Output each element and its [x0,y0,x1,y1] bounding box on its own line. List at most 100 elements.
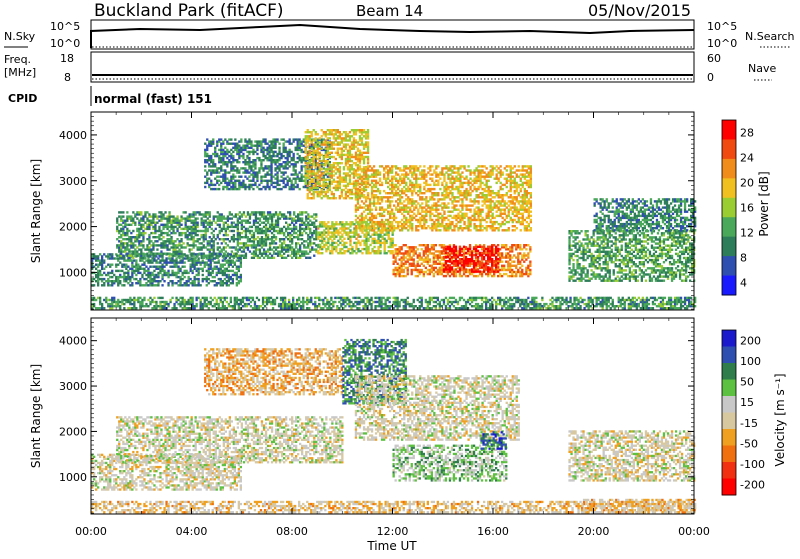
power-cell [210,142,213,145]
power-cell [146,225,149,229]
power-cell [238,156,241,160]
power-cell [208,252,211,255]
power-cell [197,296,200,300]
power-cell [346,298,349,302]
power-cell [274,213,278,216]
power-cell [232,187,235,191]
power-cell [202,246,205,249]
power-cell [171,284,174,287]
power-cell [264,225,268,229]
power-cell [198,242,201,245]
power-cell [385,227,388,230]
power-cell [238,146,241,149]
power-cell [272,213,276,216]
power-cell [633,305,636,308]
power-cell [111,298,114,302]
power-cell [314,159,317,162]
power-cell [256,142,259,145]
power-cell [334,188,337,192]
power-cell [505,296,508,300]
power-cell [307,244,310,247]
power-cell [424,298,427,302]
power-cell [192,227,195,231]
power-cell [286,154,289,158]
power-cell [561,296,564,300]
power-cell [379,229,382,232]
power-cell [162,242,165,245]
power-cell [99,302,102,306]
power-cell [310,186,313,190]
power-cell [192,254,195,257]
power-cell [264,231,268,235]
power-cell [446,300,450,304]
power-cell [293,231,296,235]
power-cell [135,259,138,262]
power-cell [242,248,246,251]
power-cell [209,261,212,264]
power-cell [304,151,307,154]
power-cell [324,131,327,134]
power-cell [651,296,655,300]
power-cell [227,261,230,264]
power-cell [227,302,230,306]
power-cell [543,302,546,306]
power-cell [184,221,187,224]
power-cell [288,305,291,308]
power-cell [377,229,380,232]
power-cell [266,254,270,257]
power-cell [329,227,332,230]
power-cell [384,302,387,306]
power-cell [139,267,142,270]
power-cell [163,259,166,262]
power-cell [336,180,339,183]
power-cell [142,217,145,220]
power-cell [210,254,213,257]
power-cell [180,223,183,226]
power-cell [330,129,333,132]
power-cell [254,217,258,220]
power-cell [519,305,522,308]
power-cell [204,175,207,178]
power-cell [133,305,136,308]
power-cell [236,150,239,154]
power-cell [210,238,213,241]
power-cell [219,277,222,281]
power-cell [278,165,281,168]
power-cell [271,298,275,302]
power-cell [288,187,291,191]
power-cell [270,156,273,160]
power-cell [220,227,223,231]
power-cell [139,307,142,310]
power-cell [134,248,137,251]
power-cell [248,179,251,182]
power-cell [247,302,251,306]
power-cell [305,219,308,222]
power-cell [120,236,123,239]
power-cell [289,223,292,226]
power-cell [326,170,329,173]
power-cell [326,153,329,157]
power-cell [179,284,182,287]
power-cell [363,229,366,232]
power-cell [226,225,229,229]
power-cell [291,221,294,224]
power-cell [222,163,225,166]
power-cell [111,257,114,260]
power-cell [355,233,358,236]
power-cell [314,305,317,308]
power-cell [304,166,307,169]
power-cell [210,252,213,255]
power-cell [328,141,331,144]
power-cell [173,305,176,308]
power-cell [296,138,299,141]
power-cell [278,246,282,249]
power-cell [222,215,225,218]
power-cell [168,229,171,233]
date-label: 05/Nov/2015 [588,1,691,20]
power-cell [611,302,614,306]
power-cell [209,302,212,306]
power-cell [350,145,354,148]
power-cell [262,252,266,255]
power-cell [169,257,172,260]
power-cell [661,298,665,302]
